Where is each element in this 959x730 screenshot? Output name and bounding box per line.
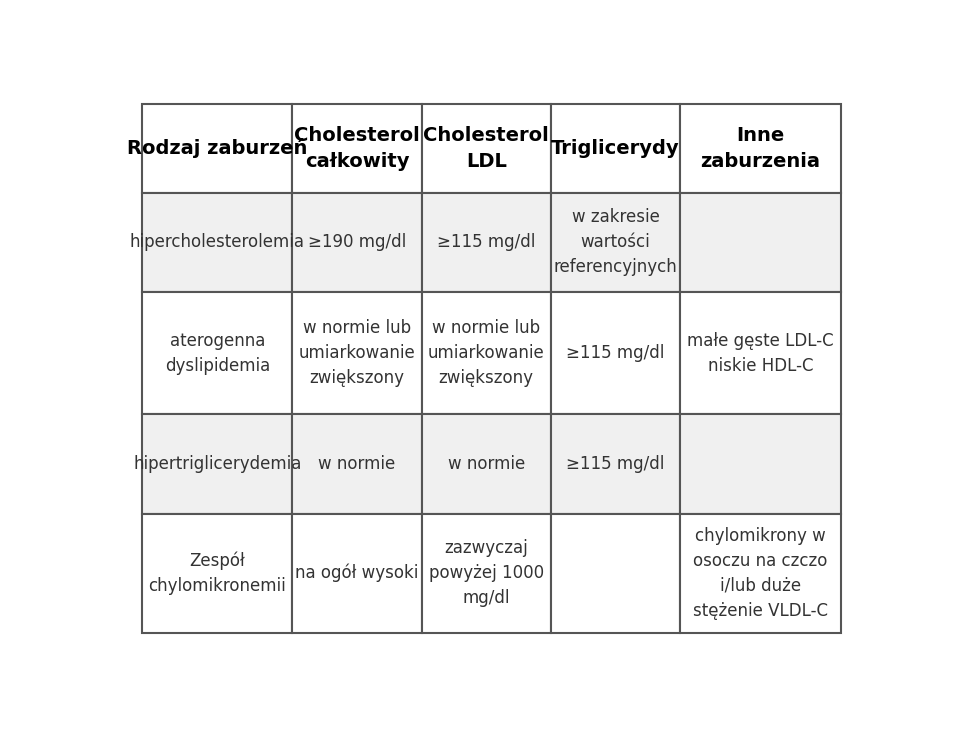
Bar xyxy=(292,104,422,193)
Bar xyxy=(422,292,550,414)
Text: chylomikrony w
osoczu na czczo
i/lub duże
stężenie VLDL-C: chylomikrony w osoczu na czczo i/lub duż… xyxy=(693,526,828,620)
Bar xyxy=(292,513,422,633)
Bar xyxy=(142,513,292,633)
Bar xyxy=(680,104,841,193)
Bar xyxy=(422,104,550,193)
Bar xyxy=(292,193,422,292)
Bar xyxy=(142,193,292,292)
Bar xyxy=(680,193,841,292)
Text: Zespół
chylomikronemii: Zespół chylomikronemii xyxy=(149,551,286,595)
Bar xyxy=(422,414,550,513)
Text: ≥115 mg/dl: ≥115 mg/dl xyxy=(567,455,665,473)
Bar xyxy=(550,292,680,414)
Bar xyxy=(550,414,680,513)
Bar xyxy=(422,513,550,633)
Text: w normie: w normie xyxy=(318,455,396,473)
Text: hipercholesterolemia: hipercholesterolemia xyxy=(129,234,305,251)
Text: ≥115 mg/dl: ≥115 mg/dl xyxy=(567,344,665,362)
Text: ≥115 mg/dl: ≥115 mg/dl xyxy=(437,234,535,251)
Bar xyxy=(142,292,292,414)
Bar xyxy=(422,193,550,292)
Text: w zakresie
wartości
referencyjnych: w zakresie wartości referencyjnych xyxy=(553,208,677,276)
Text: w normie lub
umiarkowanie
zwiększony: w normie lub umiarkowanie zwiększony xyxy=(298,319,415,387)
Bar xyxy=(292,414,422,513)
Bar xyxy=(550,193,680,292)
Text: hipertriglicerydemia: hipertriglicerydemia xyxy=(133,455,301,473)
Bar xyxy=(680,292,841,414)
Text: ≥190 mg/dl: ≥190 mg/dl xyxy=(308,234,406,251)
Bar xyxy=(550,513,680,633)
Text: małe gęste LDL-C
niskie HDL-C: małe gęste LDL-C niskie HDL-C xyxy=(688,331,833,374)
Bar xyxy=(292,292,422,414)
Bar xyxy=(550,104,680,193)
Text: na ogół wysoki: na ogół wysoki xyxy=(295,564,419,583)
Text: Triglicerydy: Triglicerydy xyxy=(551,139,680,158)
Text: w normie lub
umiarkowanie
zwiększony: w normie lub umiarkowanie zwiększony xyxy=(428,319,545,387)
Text: Inne
zaburzenia: Inne zaburzenia xyxy=(700,126,821,172)
Text: zazwyczaj
powyżej 1000
mg/dl: zazwyczaj powyżej 1000 mg/dl xyxy=(429,539,544,607)
Text: aterogenna
dyslipidemia: aterogenna dyslipidemia xyxy=(165,331,269,374)
Text: Rodzaj zaburzeń: Rodzaj zaburzeń xyxy=(128,139,308,158)
Text: Cholesterol
LDL: Cholesterol LDL xyxy=(423,126,550,172)
Text: w normie: w normie xyxy=(448,455,525,473)
Bar xyxy=(142,414,292,513)
Bar xyxy=(142,104,292,193)
Bar xyxy=(680,513,841,633)
Text: Cholesterol
całkowity: Cholesterol całkowity xyxy=(294,126,420,172)
Bar xyxy=(680,414,841,513)
